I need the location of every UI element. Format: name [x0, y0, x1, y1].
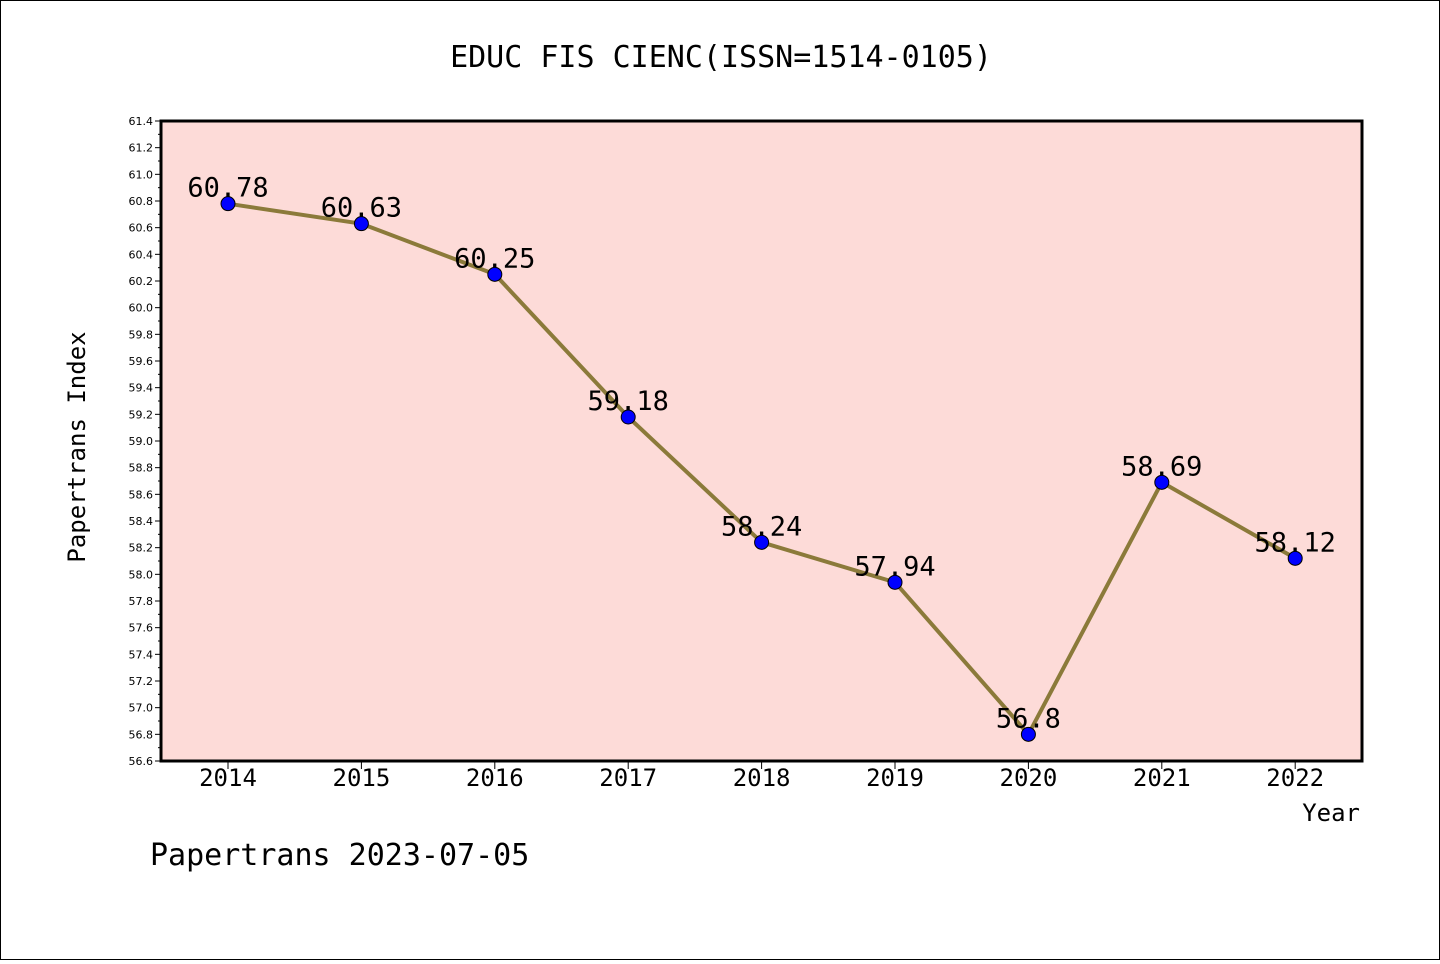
y-tick-label: 59.6 [129, 355, 154, 368]
data-point [620, 409, 636, 425]
y-tick-label: 59.2 [129, 408, 154, 421]
y-tick-label: 61.4 [129, 115, 154, 128]
y-tick-label: 56.6 [129, 755, 154, 768]
data-point [754, 534, 770, 550]
data-points [220, 196, 1303, 742]
data-point [487, 266, 503, 282]
data-label: 58.69 [1121, 451, 1202, 482]
y-tick-label: 61.2 [129, 142, 154, 155]
data-labels: 60.78 60.63 60.25 59.18 58.24 57.94 56.8 58.69 5… [187, 173, 1335, 735]
x-tick-label: 2016 [466, 764, 524, 792]
y-tick-label: 59.4 [129, 382, 154, 395]
data-point [1154, 474, 1170, 490]
data-point [1287, 550, 1303, 566]
y-tick-label: 57.4 [129, 648, 154, 661]
footer-text: Papertrans 2023-07-05 [150, 838, 529, 873]
data-label: 57.94 [854, 551, 935, 582]
data-label: 59.18 [588, 386, 669, 417]
y-tick-label: 58.6 [129, 488, 154, 501]
y-tick-label: 58.0 [129, 568, 154, 581]
x-tick-label: 2020 [1000, 764, 1058, 792]
data-label: 60.63 [321, 193, 402, 224]
x-axis: 2014 2015 2016 2017 2018 2019 2020 2021 2022 [199, 761, 1324, 792]
x-tick-label: 2021 [1133, 764, 1191, 792]
x-tick-label: 2018 [733, 764, 791, 792]
data-point [1020, 726, 1036, 742]
y-tick-label: 58.2 [129, 542, 154, 555]
y-tick-label: 60.8 [129, 195, 154, 208]
x-tick-label: 2019 [866, 764, 924, 792]
y-axis-label: Papertrans Index [63, 331, 91, 562]
y-tick-label: 61.0 [129, 168, 154, 181]
data-label: 60.78 [187, 173, 268, 204]
y-tick-label: 57.2 [129, 675, 154, 688]
data-label: 60.25 [454, 243, 535, 274]
y-tick-label: 59.0 [129, 435, 154, 448]
x-axis-label: Year [1302, 799, 1360, 827]
y-tick-label: 60.4 [129, 248, 154, 261]
x-tick-label: 2014 [199, 764, 257, 792]
y-tick-label: 59.8 [129, 328, 154, 341]
data-point [353, 216, 369, 232]
y-tick-label: 60.2 [129, 275, 154, 288]
chart-title: EDUC FIS CIENC(ISSN=1514-0105) [450, 40, 992, 75]
y-tick-label: 58.4 [129, 515, 154, 528]
x-tick-label: 2022 [1266, 764, 1324, 792]
data-label: 58.12 [1255, 527, 1336, 558]
x-tick-label: 2017 [599, 764, 657, 792]
y-tick-label: 57.0 [129, 702, 154, 715]
y-tick-label: 56.8 [129, 728, 154, 741]
data-label: 58.24 [721, 511, 802, 542]
x-tick-label: 2015 [333, 764, 391, 792]
data-point [887, 574, 903, 590]
y-tick-label: 60.6 [129, 222, 154, 235]
y-tick-label: 57.8 [129, 595, 154, 608]
y-tick-label: 58.8 [129, 462, 154, 475]
y-axis: 56.6 56.8 57.0 57.2 57.4 57.6 57.8 58.0 58.2 58.4… [129, 115, 161, 768]
data-label: 56.8 [996, 703, 1061, 734]
y-tick-label: 57.6 [129, 622, 154, 635]
data-point [220, 196, 236, 212]
y-tick-label: 60.0 [129, 302, 154, 315]
